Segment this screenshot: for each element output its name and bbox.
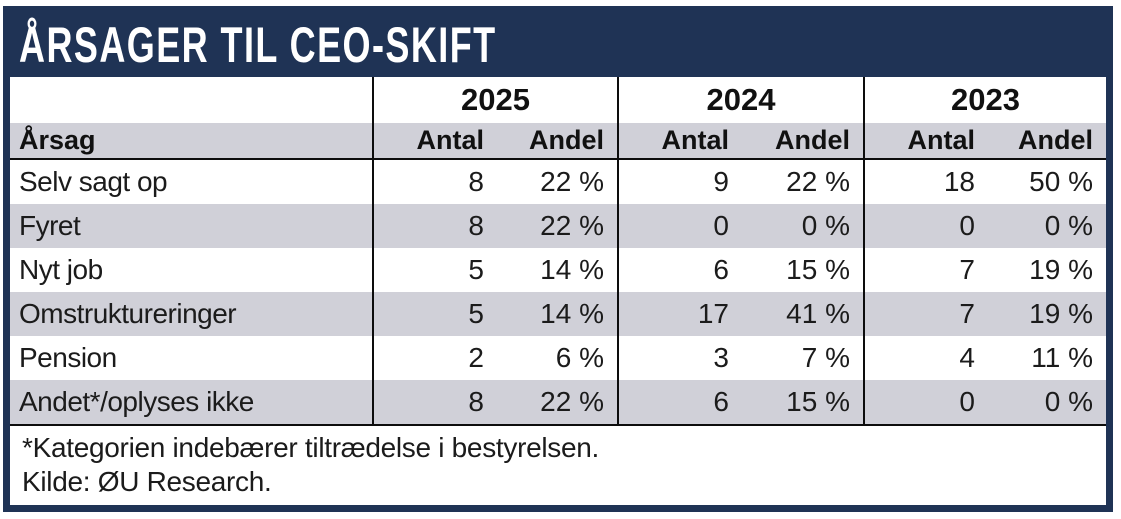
table-row: Fyret 8 22 % 0 0 % 0 0 % [10,204,1106,248]
cell-andel: 22 % [540,386,604,417]
cell-antal: 0 [959,210,975,241]
footnote: *Kategorien indebærer tiltrædelse i best… [22,432,600,463]
cell-andel: 22 % [540,210,604,241]
cell-antal: 8 [468,166,484,197]
column-headers-2023: Antal Andel [863,123,1106,158]
cell-antal: 8 [468,210,484,241]
table-footer: *Kategorien indebærer tiltrædelse i best… [10,424,1106,505]
year-label-2023: 2023 [951,82,1020,117]
year-label-2024: 2024 [706,82,776,117]
column-headers-2024: Antal Andel [617,123,863,158]
cells-2024: 6 15 % [617,248,863,292]
cells-2024: 3 7 % [617,336,863,380]
year-group-2023: 2023 [863,77,1106,123]
table-row: Pension 2 6 % 3 7 % 4 11 % [10,336,1106,380]
table-row: Nyt job 5 14 % 6 15 % 7 19 % [10,248,1106,292]
cell-andel: 6 % [555,342,604,373]
cell-antal: 7 [959,254,975,285]
row-label: Pension [19,342,117,373]
cell-antal: 0 [713,210,729,241]
column-header-antal: Antal [661,125,730,155]
column-header-antal: Antal [416,125,485,155]
cells-2025: 8 22 % [372,160,617,204]
cell-andel: 19 % [1029,298,1093,329]
cell-antal: 17 [697,298,729,329]
year-group-2024: 2024 [617,77,863,123]
cell-andel: 11 % [1031,342,1093,373]
column-header-antal: Antal [907,125,976,155]
cells-2023: 7 19 % [863,248,1106,292]
column-headers-2025: Antal Andel [372,123,617,158]
cells-2025: 2 6 % [372,336,617,380]
year-header-row: 2025 2024 2023 [10,77,1106,123]
cells-2025: 8 22 % [372,380,617,424]
cells-2023: 0 0 % [863,380,1106,424]
cells-2024: 0 0 % [617,204,863,248]
row-label: Nyt job [19,254,103,285]
cell-antal: 3 [713,342,729,373]
cell-andel: 15 % [786,386,850,417]
cells-2023: 7 19 % [863,292,1106,336]
cell-andel: 0 % [1044,210,1093,241]
cells-2025: 8 22 % [372,204,617,248]
cell-andel: 0 % [801,210,850,241]
source-line: Kilde: ØU Research. [22,466,272,497]
year-label-2025: 2025 [461,82,530,117]
cell-antal: 6 [713,254,729,285]
cell-antal: 4 [959,342,975,373]
cell-andel: 14 % [540,254,604,285]
column-header-andel: Andel [528,125,604,155]
cell-antal: 2 [468,342,484,373]
page-title: ÅRSAGER TIL CEO-SKIFT [19,17,497,73]
cell-antal: 5 [468,298,484,329]
table-frame: ÅRSAGER TIL CEO-SKIFT 2025 2024 2023 Års… [3,6,1113,512]
cell-antal: 0 [959,386,975,417]
cell-antal: 8 [468,386,484,417]
cell-andel: 22 % [540,166,604,197]
cells-2025: 5 14 % [372,248,617,292]
cells-2023: 0 0 % [863,204,1106,248]
cell-andel: 0 % [1044,386,1093,417]
cell-antal: 9 [713,166,729,197]
row-label: Fyret [19,210,81,241]
cell-andel: 7 % [801,342,850,373]
column-header-andel: Andel [1017,125,1093,155]
cell-andel: 15 % [786,254,850,285]
cells-2023: 4 11 % [863,336,1106,380]
cell-antal: 6 [713,386,729,417]
column-header-row: Årsag Antal Andel Antal Andel Antal Ande… [10,123,1106,160]
cells-2024: 9 22 % [617,160,863,204]
cell-antal: 5 [468,254,484,285]
table-row: Selv sagt op 8 22 % 9 22 % 18 50 % [10,160,1106,204]
cell-andel: 19 % [1029,254,1093,285]
title-band: ÅRSAGER TIL CEO-SKIFT [10,13,1106,77]
cells-2025: 5 14 % [372,292,617,336]
row-label: Omstruktureringer [19,298,237,329]
cell-antal: 18 [943,166,975,197]
year-group-2025: 2025 [372,77,617,123]
column-header-andel: Andel [774,125,850,155]
row-label: Andet*/oplyses ikke [19,386,254,417]
cell-andel: 50 % [1029,166,1093,197]
table-row: Omstruktureringer 5 14 % 17 41 % 7 19 % [10,292,1106,336]
cells-2024: 17 41 % [617,292,863,336]
cell-andel: 41 % [786,298,850,329]
row-label: Selv sagt op [19,166,168,197]
cells-2024: 6 15 % [617,380,863,424]
table-row: Andet*/oplyses ikke 8 22 % 6 15 % 0 0 % [10,380,1106,424]
cell-andel: 14 % [540,298,604,329]
cell-andel: 22 % [786,166,850,197]
year-header-spacer [10,77,372,123]
cells-2023: 18 50 % [863,160,1106,204]
column-header-arsag: Årsag [19,125,96,155]
cell-antal: 7 [959,298,975,329]
